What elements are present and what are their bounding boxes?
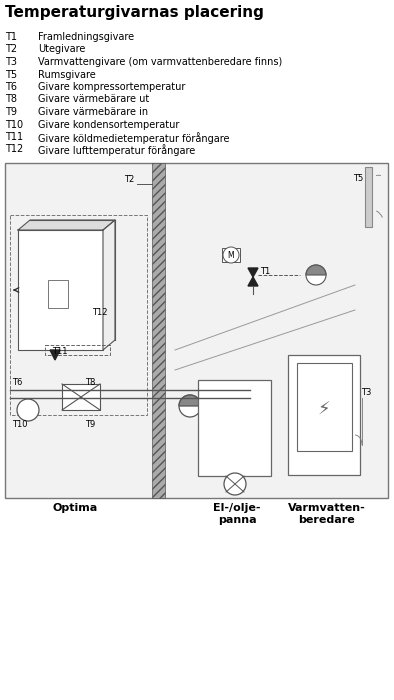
Bar (5, 163, 388, 498)
Circle shape (17, 399, 39, 421)
Polygon shape (248, 268, 258, 277)
Text: Varmvattengivare (om varmvattenberedare finns): Varmvattengivare (om varmvattenberedare … (38, 57, 282, 67)
Wedge shape (306, 265, 326, 275)
Text: T5: T5 (5, 69, 17, 80)
Polygon shape (50, 350, 60, 360)
Text: Givare lufttemperatur förångare: Givare lufttemperatur förångare (38, 144, 195, 156)
Bar (222, 248, 240, 262)
Text: Varmvatten-
beredare: Varmvatten- beredare (288, 503, 366, 524)
Text: Optima: Optima (52, 503, 98, 513)
Text: T12: T12 (92, 308, 108, 317)
Text: T3: T3 (5, 57, 17, 67)
Polygon shape (248, 277, 258, 286)
Text: T1: T1 (260, 267, 270, 276)
Text: T3: T3 (361, 388, 372, 397)
Bar (10, 215, 147, 415)
Text: Utegivare: Utegivare (38, 45, 85, 55)
Text: Framledningsgivare: Framledningsgivare (38, 32, 134, 42)
Text: Givare köldmedietemperatur förångare: Givare köldmedietemperatur förångare (38, 132, 229, 144)
Text: Temperaturgivarnas placering: Temperaturgivarnas placering (5, 5, 264, 20)
Text: T8: T8 (85, 378, 95, 387)
Text: T5: T5 (353, 174, 363, 183)
Bar (297, 363, 352, 451)
Text: T2: T2 (124, 175, 134, 184)
Polygon shape (18, 220, 115, 230)
Text: T9: T9 (85, 420, 95, 429)
Wedge shape (179, 395, 201, 406)
Text: Givare kondensortemperatur: Givare kondensortemperatur (38, 120, 179, 130)
Text: T11: T11 (52, 347, 67, 356)
Text: T6: T6 (5, 82, 17, 92)
Circle shape (306, 265, 326, 285)
Bar (288, 355, 360, 475)
Text: Givare värmebärare in: Givare värmebärare in (38, 107, 148, 117)
Text: T10: T10 (5, 120, 23, 130)
Circle shape (223, 247, 239, 263)
Text: Givare kompressortemperatur: Givare kompressortemperatur (38, 82, 185, 92)
Text: T8: T8 (5, 94, 17, 104)
Text: El-/olje-
panna: El-/olje- panna (213, 503, 261, 524)
Text: T10: T10 (12, 420, 28, 429)
Text: T12: T12 (5, 144, 23, 155)
Bar (48, 280, 68, 308)
Circle shape (179, 395, 201, 417)
Text: T2: T2 (5, 45, 17, 55)
Bar (152, 163, 165, 498)
Bar (206, 418, 216, 434)
Text: ⚡: ⚡ (318, 401, 330, 419)
Bar (45, 345, 110, 355)
Polygon shape (103, 220, 115, 350)
Bar (62, 384, 100, 410)
Text: T6: T6 (12, 378, 22, 387)
Text: M: M (228, 251, 234, 260)
Text: T1: T1 (5, 32, 17, 42)
Bar (198, 380, 271, 476)
Text: Rumsgivare: Rumsgivare (38, 69, 96, 80)
Text: Givare värmebärare ut: Givare värmebärare ut (38, 94, 149, 104)
Bar (365, 167, 372, 227)
Bar (18, 230, 103, 350)
Circle shape (224, 473, 246, 495)
Text: T11: T11 (5, 132, 23, 142)
Text: T9: T9 (5, 107, 17, 117)
